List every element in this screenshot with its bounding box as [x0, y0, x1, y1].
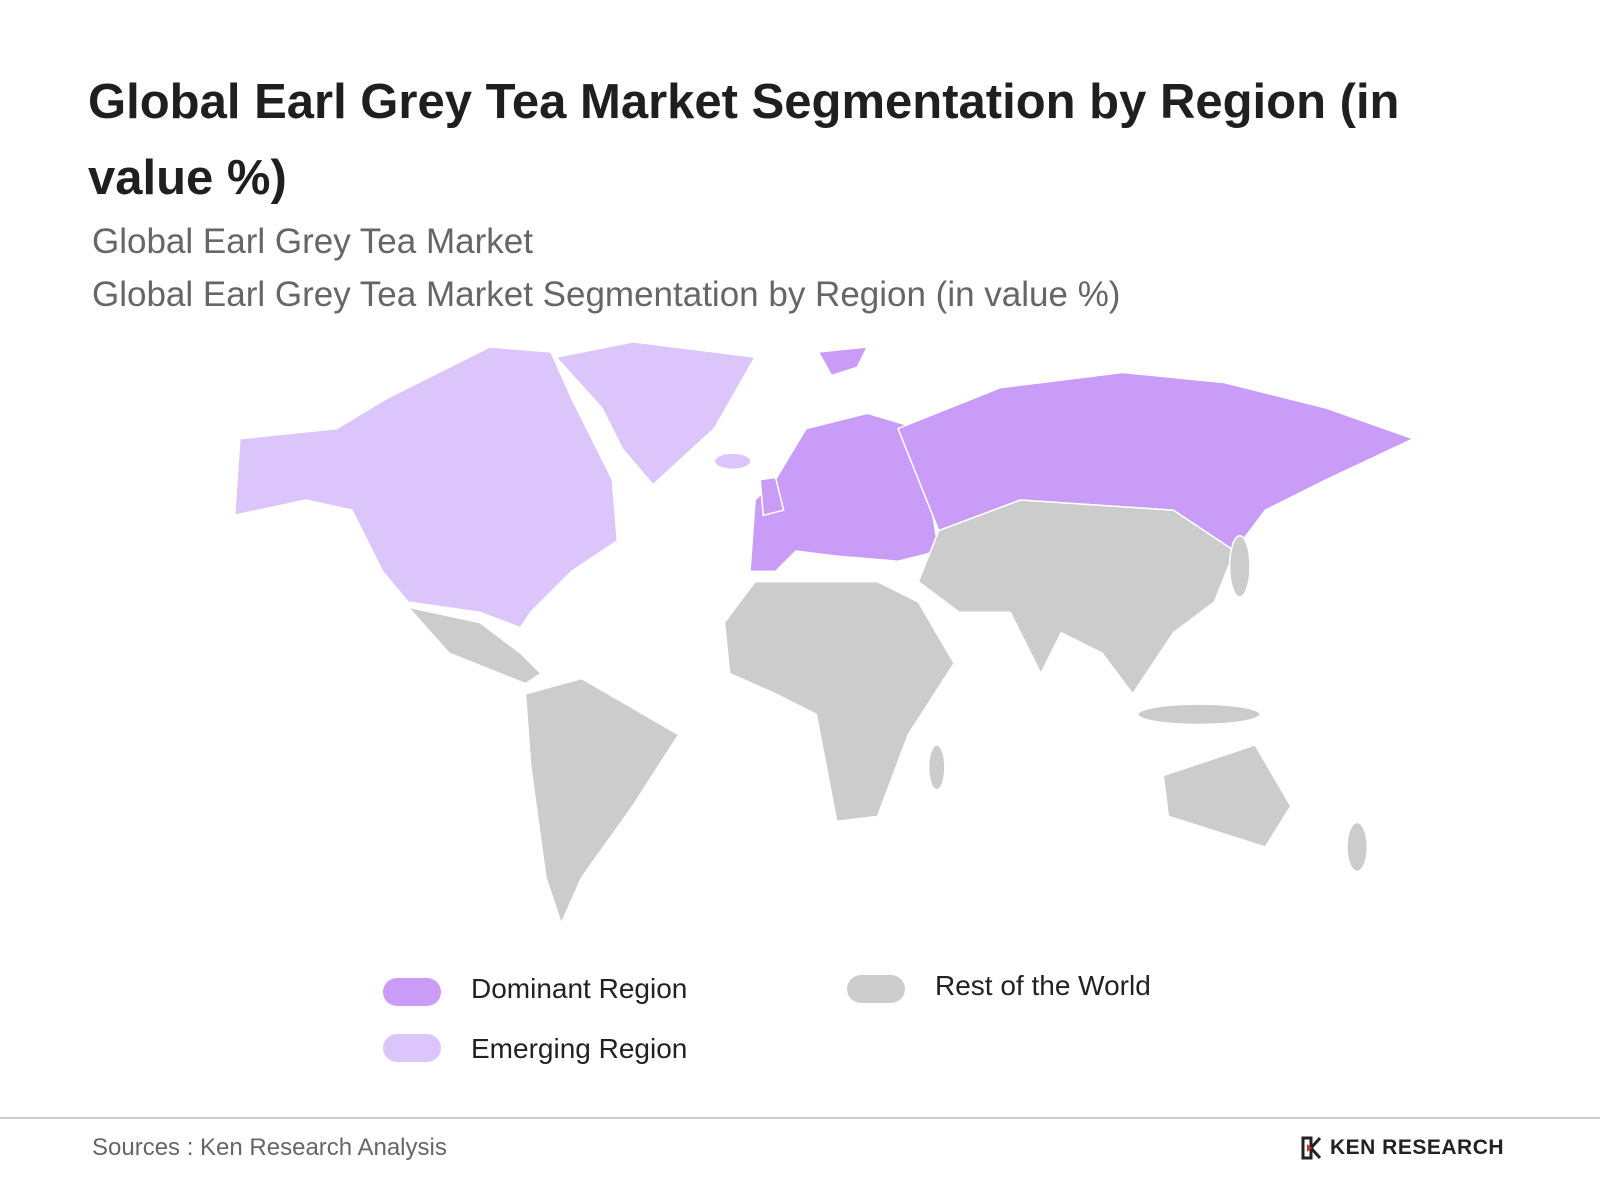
legend-swatch: [383, 1034, 441, 1062]
legend-label: Dominant Region: [471, 973, 688, 1004]
greenland: [554, 341, 757, 486]
subtitle: Global Earl Grey Tea Market: [92, 222, 533, 261]
uk: [759, 476, 785, 517]
divider: [0, 1117, 1600, 1119]
legend-label: Emerging Region: [471, 1033, 688, 1064]
svalbard: [817, 346, 869, 377]
central-america: [406, 605, 543, 685]
legend-swatch: [847, 975, 905, 1003]
iceland: [713, 452, 752, 471]
madagascar: [927, 744, 946, 791]
title: Global Earl Grey Tea Market Segmentation…: [88, 75, 1400, 205]
asia: [917, 499, 1236, 696]
north-america: [233, 346, 619, 629]
legend-swatch: [383, 978, 441, 1006]
africa: [723, 580, 955, 823]
source: Sources : Ken Research Analysis: [92, 1134, 447, 1161]
indonesia: [1136, 703, 1261, 726]
logo-icon: [1301, 1136, 1322, 1160]
logo: KEN RESEARCH: [1300, 1136, 1504, 1160]
logo-text: KEN RESEARCH: [1330, 1136, 1505, 1159]
australia: [1162, 743, 1292, 848]
new-zealand: [1346, 821, 1369, 873]
south-america: [524, 677, 680, 926]
subtitle: Global Earl Grey Tea Market Segmentation…: [92, 275, 1121, 314]
japan: [1228, 534, 1251, 598]
legend-label: Rest of the World: [935, 970, 1151, 1001]
